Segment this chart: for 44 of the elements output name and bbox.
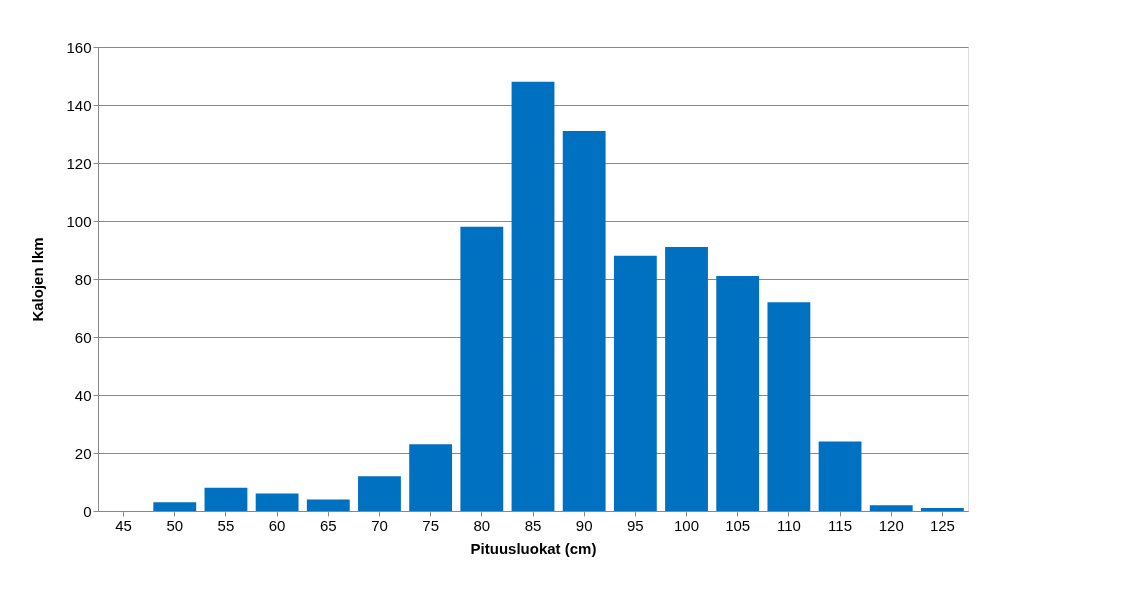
bar	[204, 487, 248, 511]
x-tick-label: 80	[473, 516, 491, 534]
x-axis-title: Pituusluokat (cm)	[470, 539, 597, 557]
x-tick-label: 55	[217, 516, 235, 534]
y-tick-label: 40	[74, 386, 92, 404]
bar	[767, 302, 811, 511]
x-tick-label: 120	[878, 516, 904, 534]
x-tick-label: 100	[674, 516, 700, 534]
bar	[306, 499, 350, 511]
bar	[665, 247, 708, 511]
bar	[818, 441, 862, 511]
x-tick-label: 60	[268, 516, 286, 534]
y-tick-label: 160	[66, 38, 92, 56]
x-tick-label: 90	[575, 516, 593, 534]
y-tick-label: 120	[66, 154, 92, 172]
x-tick-label: 50	[166, 516, 184, 534]
y-tick-label: 80	[74, 270, 92, 288]
y-tick-label: 20	[74, 444, 92, 462]
bar	[613, 255, 657, 511]
y-tick-label: 0	[83, 502, 92, 520]
bar	[869, 505, 913, 511]
x-tick-label: 115	[828, 516, 853, 534]
x-tick-label: 65	[319, 516, 337, 534]
x-tick-label: 125	[929, 516, 955, 534]
x-tick-label: 75	[422, 516, 439, 534]
bar	[511, 81, 555, 511]
bar	[409, 444, 453, 511]
bar	[716, 276, 760, 511]
x-tick-label: 45	[115, 516, 132, 534]
x-tick-label: 95	[627, 516, 644, 534]
bar	[255, 493, 299, 511]
x-tick-label: 110	[776, 516, 801, 534]
bar	[562, 131, 606, 511]
y-axis-title: Kalojen lkm	[29, 237, 47, 322]
x-tick-label: 85	[524, 516, 542, 534]
bar	[153, 502, 197, 511]
y-tick-label: 100	[66, 212, 92, 230]
y-tick-label: 140	[66, 96, 92, 114]
x-tick-label: 70	[371, 516, 388, 534]
bar	[920, 508, 964, 511]
x-tick-label: 105	[725, 516, 751, 534]
y-tick-label: 60	[74, 328, 92, 346]
bar	[358, 476, 401, 511]
bar	[460, 226, 504, 511]
